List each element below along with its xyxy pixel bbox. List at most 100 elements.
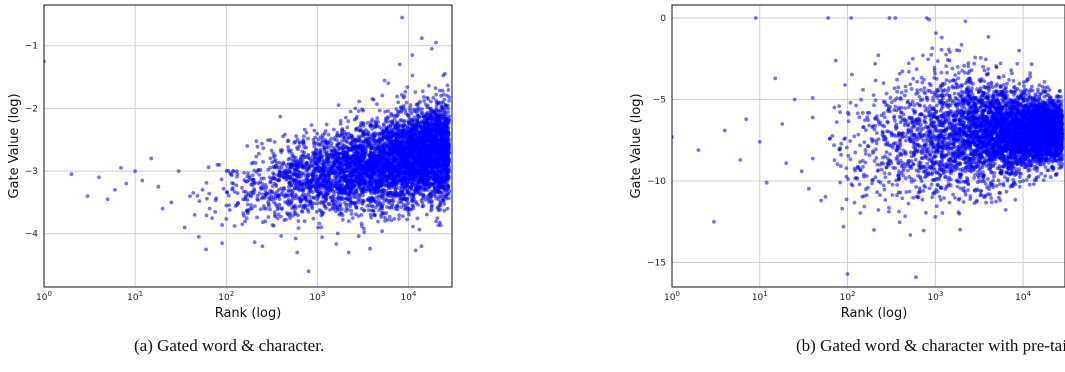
data-point (417, 158, 422, 163)
data-point (269, 148, 274, 153)
data-point (368, 146, 373, 150)
data-point (318, 147, 323, 152)
data-point (337, 179, 342, 184)
data-point (377, 153, 382, 158)
data-point (413, 162, 417, 166)
data-point (302, 134, 306, 139)
data-point (366, 197, 371, 202)
data-point (255, 193, 260, 198)
data-point (261, 146, 266, 151)
data-point (345, 125, 350, 130)
data-point (221, 186, 226, 191)
data-point (412, 174, 417, 178)
data-point (377, 172, 382, 177)
data-point (432, 189, 436, 193)
data-point (434, 104, 439, 109)
data-point (251, 173, 255, 178)
data-point (362, 208, 367, 213)
data-point (398, 118, 403, 123)
data-point (389, 111, 393, 116)
data-point (443, 107, 447, 111)
data-point (340, 181, 344, 185)
data-point (311, 216, 316, 221)
data-point (331, 156, 335, 161)
data-point (288, 211, 293, 216)
data-point (446, 192, 451, 196)
data-point (312, 144, 317, 149)
data-point (321, 194, 325, 198)
data-point (380, 171, 385, 176)
data-point (387, 149, 391, 154)
data-point (372, 135, 377, 139)
data-point (399, 156, 404, 160)
data-point (390, 198, 394, 203)
data-point (398, 177, 402, 181)
data-point (405, 126, 410, 131)
data-point (296, 219, 301, 224)
data-point (191, 191, 196, 195)
data-point (340, 139, 344, 143)
data-point (220, 223, 225, 227)
data-point (386, 140, 390, 145)
data-point (405, 152, 409, 157)
data-point (344, 209, 348, 214)
data-point (349, 212, 354, 216)
data-point (441, 117, 445, 121)
data-point (360, 107, 364, 112)
data-point (381, 122, 386, 126)
data-point (313, 160, 318, 165)
data-point (443, 114, 448, 119)
data-point (395, 94, 399, 99)
data-point (419, 198, 424, 203)
data-point (380, 191, 385, 196)
data-point (293, 203, 298, 208)
data-point (431, 153, 435, 158)
data-point (402, 192, 407, 197)
data-point (426, 116, 431, 121)
data-point (348, 109, 353, 114)
data-point (301, 192, 306, 197)
data-point (434, 196, 439, 201)
data-point (412, 181, 417, 186)
data-point (266, 200, 271, 205)
data-point (383, 116, 388, 121)
data-point (349, 140, 354, 145)
data-point (427, 83, 431, 88)
data-point (335, 133, 339, 137)
data-point (415, 167, 419, 172)
data-point (377, 138, 382, 142)
data-point (399, 93, 404, 97)
data-point (369, 170, 373, 175)
data-point (290, 195, 295, 200)
data-point (296, 147, 300, 152)
data-point (381, 146, 386, 151)
data-point (380, 127, 384, 132)
data-point (401, 197, 406, 202)
data-point (347, 163, 351, 168)
data-point (280, 207, 284, 211)
data-point (254, 154, 259, 159)
data-point (224, 217, 229, 221)
data-point (380, 177, 385, 182)
data-point (380, 93, 385, 98)
data-point (304, 130, 309, 135)
data-point (320, 143, 325, 148)
data-point (403, 90, 408, 94)
data-point (205, 196, 209, 201)
data-point (425, 95, 430, 100)
data-point (226, 193, 231, 198)
data-point (445, 177, 449, 182)
data-point (394, 120, 399, 125)
data-point (328, 195, 333, 200)
data-point (338, 145, 342, 150)
data-point (313, 187, 318, 192)
data-point (246, 191, 251, 196)
data-point (338, 204, 343, 208)
data-point (252, 168, 257, 173)
data-point (420, 192, 424, 197)
data-point (420, 180, 425, 185)
data-point (330, 178, 335, 183)
data-point (270, 223, 275, 227)
data-point (371, 209, 376, 214)
data-point (437, 125, 442, 130)
